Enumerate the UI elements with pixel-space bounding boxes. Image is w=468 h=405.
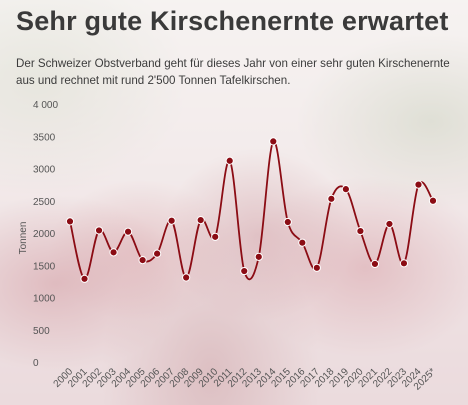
data-point[interactable] [385, 219, 394, 229]
data-point[interactable] [414, 180, 423, 189]
data-point[interactable] [269, 137, 278, 146]
data-point[interactable] [94, 226, 104, 235]
data-point[interactable] [182, 273, 191, 282]
data-point[interactable] [428, 196, 438, 205]
data-point[interactable] [283, 217, 292, 227]
data-point[interactable] [211, 232, 220, 241]
data-point[interactable] [123, 227, 133, 236]
data-point[interactable] [138, 255, 147, 265]
y-tick-label: 3500 [33, 132, 56, 143]
data-point[interactable] [399, 259, 409, 268]
x-axis-ticks: 2000200120022003200420052006200720082009… [52, 366, 439, 393]
data-point[interactable] [225, 156, 234, 165]
data-point[interactable] [370, 259, 380, 269]
y-axis-ticks: 0 500 1000 1500 2000 2500 3000 3500 4 000 [33, 100, 58, 369]
data-point[interactable] [167, 216, 176, 225]
chart-subtitle: Der Schweizer Obstverband geht für diese… [16, 57, 450, 87]
data-point[interactable] [312, 263, 321, 272]
chart-title: Sehr gute Kirschenernte erwartet [16, 6, 449, 36]
y-tick-label: 2500 [33, 197, 56, 208]
data-point[interactable] [80, 274, 89, 283]
data-point[interactable] [356, 226, 365, 236]
y-tick-label: 500 [33, 326, 50, 337]
y-tick-label: 0 [33, 358, 39, 369]
series-markers [65, 137, 438, 283]
data-point[interactable] [65, 217, 75, 226]
y-tick-label: 4 000 [33, 100, 58, 111]
data-point[interactable] [327, 194, 336, 203]
data-point[interactable] [341, 185, 350, 194]
data-point[interactable] [240, 266, 249, 276]
y-tick-label: 3000 [33, 165, 56, 176]
data-point[interactable] [153, 249, 162, 258]
data-point[interactable] [254, 252, 263, 261]
y-axis-label: Tonnen [18, 222, 29, 255]
y-tick-label: 2000 [33, 229, 56, 240]
y-tick-label: 1000 [33, 294, 56, 305]
data-point[interactable] [298, 238, 307, 247]
series-line [69, 140, 434, 281]
data-point[interactable] [109, 248, 118, 257]
data-point[interactable] [196, 216, 205, 225]
y-tick-label: 1500 [33, 261, 56, 272]
